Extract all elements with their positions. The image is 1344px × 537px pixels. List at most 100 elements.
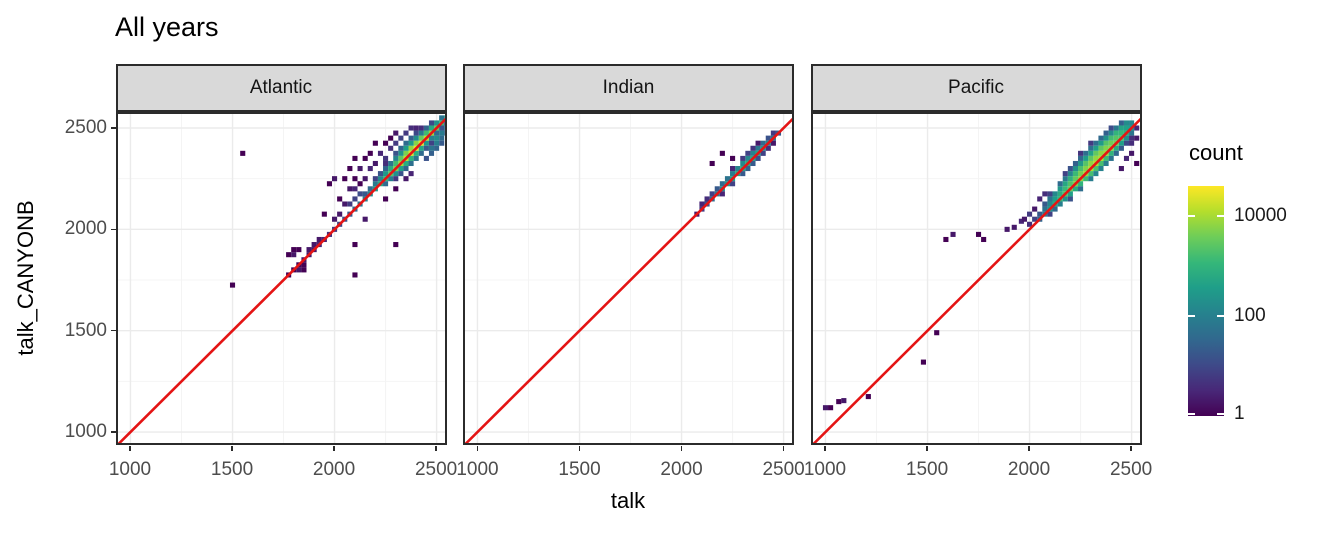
bin2d-cell bbox=[239, 150, 245, 156]
bin2d-cell bbox=[714, 186, 720, 192]
facet-strip-indian: Indian bbox=[463, 64, 794, 112]
bin2d-cell bbox=[1113, 145, 1119, 151]
bin2d-cell bbox=[719, 150, 725, 156]
legend-bar-tick bbox=[1188, 315, 1195, 318]
bin2d-cell bbox=[402, 130, 409, 136]
panel-atlantic bbox=[115, 112, 447, 445]
bin2d-cell bbox=[1128, 140, 1134, 146]
bin2d-cell bbox=[1082, 176, 1088, 182]
bin2d-cell bbox=[290, 247, 296, 253]
bin2d-cell bbox=[1077, 150, 1083, 156]
bin2d-cell bbox=[1123, 120, 1129, 126]
bin2d-cell bbox=[1072, 171, 1078, 177]
bin2d-cell bbox=[392, 176, 398, 182]
bin2d-cell bbox=[709, 191, 715, 197]
legend-bar-tick bbox=[1217, 413, 1224, 415]
bin2d-cell bbox=[1118, 145, 1124, 151]
bin2d-cell bbox=[397, 145, 403, 151]
bin2d-cell bbox=[1062, 196, 1068, 202]
bin2d-cell bbox=[408, 140, 414, 146]
bin2d-cell bbox=[351, 242, 358, 248]
bin2d-cell bbox=[433, 130, 439, 136]
bin2d-cell bbox=[1082, 150, 1088, 156]
bin2d-cell bbox=[346, 186, 352, 192]
bin2d-cell bbox=[1026, 211, 1032, 217]
bin2d-cell bbox=[1128, 150, 1134, 156]
facet-strip-pacific: Pacific bbox=[810, 64, 1142, 112]
bin2d-cell bbox=[1097, 166, 1104, 172]
bin2d-cell bbox=[1052, 206, 1058, 212]
panel-indian bbox=[463, 112, 794, 445]
bin2d-cell bbox=[740, 155, 746, 161]
bin2d-cell bbox=[1113, 125, 1119, 131]
y-tick-mark bbox=[110, 329, 116, 332]
x-tick-label: 1500 bbox=[905, 459, 949, 480]
x-tick-label: 1000 bbox=[456, 459, 499, 480]
bin2d-cell bbox=[1113, 130, 1119, 136]
y-tick-label: 1000 bbox=[64, 421, 107, 443]
bin2d-cell bbox=[1062, 171, 1068, 177]
bin2d-cell bbox=[428, 140, 434, 146]
bin2d-cell bbox=[835, 399, 841, 405]
bin2d-cell bbox=[975, 231, 981, 237]
bin2d-cell bbox=[745, 150, 751, 156]
bin2d-cell bbox=[1087, 155, 1093, 161]
bin2d-cell bbox=[418, 130, 424, 136]
bin2d-cell bbox=[413, 135, 419, 141]
bin2d-cell bbox=[1046, 196, 1053, 202]
bin2d-cell bbox=[1067, 196, 1073, 202]
bin2d-cell bbox=[760, 140, 766, 146]
bin2d-cell bbox=[428, 135, 434, 141]
bin2d-cell bbox=[423, 140, 429, 146]
bin2d-cell bbox=[1123, 155, 1129, 161]
bin2d-cell bbox=[750, 150, 756, 156]
bin2d-cell bbox=[428, 150, 434, 156]
bin2d-cell bbox=[423, 155, 429, 161]
bin2d-cell bbox=[1128, 135, 1134, 141]
bin2d-cell bbox=[1103, 130, 1109, 136]
bin2d-cell bbox=[300, 267, 306, 273]
bin2d-cell bbox=[423, 125, 429, 131]
x-tick-label: 2000 bbox=[1007, 459, 1051, 480]
bin2d-cell bbox=[1103, 140, 1109, 146]
bin2d-cell bbox=[840, 398, 846, 404]
bin2d-cell bbox=[392, 140, 398, 146]
facet-strip-atlantic: Atlantic bbox=[115, 64, 447, 112]
bin2d-cell bbox=[1062, 181, 1068, 187]
bin2d-cell bbox=[1108, 125, 1114, 131]
bin2d-cell bbox=[1052, 196, 1058, 202]
bin2d-cell bbox=[295, 267, 301, 273]
bin2d-cell bbox=[377, 171, 383, 177]
bin2d-cell bbox=[362, 216, 368, 222]
x-tick-label: 1500 bbox=[210, 459, 254, 480]
x-tick-mark bbox=[435, 445, 437, 451]
bin2d-cell bbox=[413, 155, 419, 161]
bin2d-cell bbox=[382, 166, 388, 172]
bin2d-cell bbox=[1092, 140, 1098, 146]
bin2d-cell bbox=[1092, 166, 1098, 172]
bin2d-cell bbox=[755, 155, 761, 161]
bin2d-cell bbox=[1072, 166, 1078, 172]
bin2d-cell bbox=[1031, 206, 1037, 212]
bin2d-cell bbox=[1082, 160, 1088, 167]
bin2d-cell bbox=[1021, 216, 1027, 222]
legend-bar-tick bbox=[1217, 215, 1224, 218]
x-tick-mark bbox=[680, 445, 683, 451]
bin2d-cell bbox=[357, 166, 363, 172]
bin2d-cell bbox=[1057, 186, 1063, 192]
facet-strip-label: Pacific bbox=[948, 77, 1004, 98]
bin2d-cell bbox=[351, 155, 358, 161]
bin2d-cell bbox=[760, 150, 766, 156]
chart-title: All years bbox=[115, 12, 219, 42]
bin2d-cell bbox=[1077, 166, 1083, 172]
bin2d-cell bbox=[1118, 130, 1124, 136]
bin2d-cell bbox=[382, 171, 388, 177]
bin2d-cell bbox=[413, 140, 419, 146]
bin2d-cell bbox=[1036, 211, 1042, 217]
bin2d-cell bbox=[1092, 155, 1098, 161]
bin2d-cell bbox=[1108, 155, 1114, 161]
bin2d-cell bbox=[1123, 125, 1129, 131]
bin2d-cell bbox=[402, 160, 409, 167]
bin2d-cell bbox=[397, 155, 403, 161]
bin2d-cell bbox=[387, 160, 393, 167]
